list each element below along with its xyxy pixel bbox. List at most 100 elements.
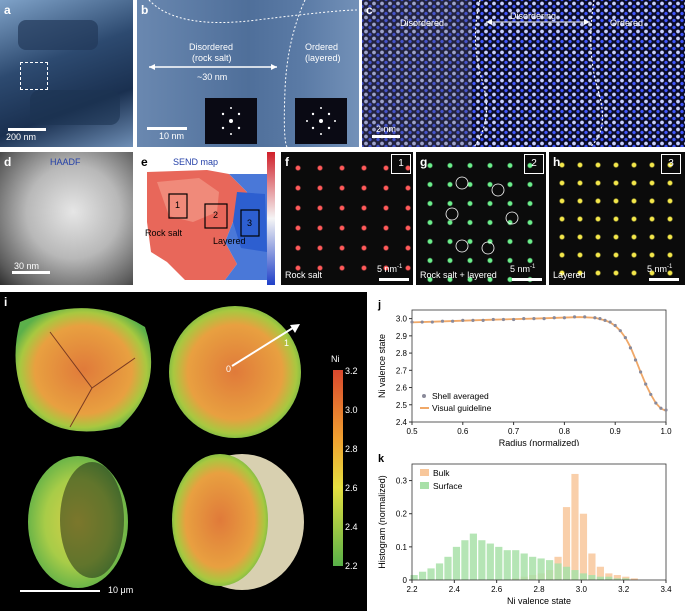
panel-label-a: a <box>4 3 11 17</box>
box-1-label: 1 <box>175 200 181 210</box>
data-point <box>603 318 607 322</box>
data-point <box>659 406 663 410</box>
bar <box>486 543 494 580</box>
data-point <box>623 335 627 340</box>
bar <box>579 513 588 580</box>
series-line-visual-guideline <box>411 316 667 412</box>
data-point <box>613 323 617 328</box>
panel-a-tem-image: a 200 nm <box>0 0 133 147</box>
scale-label-b: 10 nm <box>159 131 185 141</box>
legend-swatch-bulk <box>420 469 429 476</box>
data-point <box>420 320 424 324</box>
data-point <box>608 320 612 324</box>
bar <box>613 578 621 580</box>
haadf-title: HAADF <box>50 157 81 167</box>
bar <box>596 566 604 580</box>
panel-label-j: j <box>377 299 381 311</box>
panel-label-h: h <box>553 155 561 169</box>
panel-label-k: k <box>378 453 385 465</box>
panel-h-diffraction: h 3 Layered 5 nm-1 <box>549 152 685 285</box>
scale-bar <box>649 278 679 281</box>
x-tick-label: 0.8 <box>559 427 571 436</box>
colorbar-tick: 2.4 <box>345 522 358 532</box>
scale-bar <box>8 128 46 131</box>
bar <box>588 575 596 580</box>
panel-label-i: i <box>4 295 8 309</box>
colorbar-tick: 3.0 <box>345 405 358 415</box>
y-tick-label: 2.5 <box>396 401 408 410</box>
x-tick-label: 2.4 <box>449 585 461 594</box>
x-axis-label: Ni valence state <box>507 596 571 606</box>
data-point <box>598 317 602 321</box>
region-box-3: 3 <box>661 154 681 174</box>
x-tick-label: 2.6 <box>491 585 503 594</box>
data-point <box>649 392 653 397</box>
panel-g-diffraction: g 2 Rock salt + layered 5 nm-1 <box>416 152 546 285</box>
x-tick-label: 1.0 <box>660 427 672 436</box>
x-tick-label: 0.6 <box>457 427 469 436</box>
scale-value: 5 nm <box>647 264 668 274</box>
label-layered: Layered <box>553 270 586 280</box>
label-rock-salt: (rock salt) <box>192 53 232 63</box>
x-tick-label: 2.2 <box>406 585 418 594</box>
arrow-start-label: 0 <box>226 364 232 374</box>
box-3-label: 3 <box>247 218 253 228</box>
data-point <box>410 320 414 324</box>
bar <box>461 540 469 580</box>
label-ordered: Ordered <box>305 42 339 52</box>
colorbar-tick: 2.2 <box>345 561 358 571</box>
panel-label-b: b <box>141 3 149 17</box>
legend-swatch-surface <box>420 482 429 489</box>
x-tick-label: 3.0 <box>576 585 588 594</box>
bar <box>478 540 486 580</box>
plot-frame <box>411 309 667 423</box>
label-rock-salt-layered: Rock salt + layered <box>420 270 497 280</box>
data-point <box>532 317 536 321</box>
bar <box>418 571 427 580</box>
bar <box>452 546 461 580</box>
region-box-1: 1 <box>391 154 411 174</box>
legend-label: Shell averaged <box>432 391 489 401</box>
scale-bar <box>372 135 400 138</box>
panel-label-c: c <box>366 3 373 17</box>
bar <box>410 575 418 580</box>
data-point <box>451 319 455 323</box>
y-axis-label: Histogram (normalized) <box>377 475 387 569</box>
panel-b-hrtem-image: b Disordered (rock salt) ~30 nm Ordered … <box>137 0 359 147</box>
y-tick-label: 0.2 <box>396 510 408 519</box>
chart-j: j 0.5 0.6 0.7 0.8 0.9 1.0 2.4 2.5 2.6 2.7 2.8 2.9 3.0… <box>377 299 672 446</box>
data-point <box>461 318 465 322</box>
bar <box>605 576 613 580</box>
y-tick-label: 2.8 <box>396 349 408 358</box>
panel-label-g: g <box>420 155 428 169</box>
data-point <box>583 315 587 319</box>
scale-label-h: 5 nm-1 <box>647 264 672 274</box>
y-tick-label: 2.6 <box>396 384 408 393</box>
data-point <box>593 316 597 320</box>
scale-label-g: 5 nm-1 <box>510 264 535 274</box>
label-disordered: Disordered <box>400 18 445 28</box>
data-point <box>633 358 638 362</box>
bar <box>630 578 638 580</box>
send-map-title: SEND map <box>173 157 219 167</box>
bar <box>444 556 452 580</box>
data-point <box>644 382 648 386</box>
y-tick-label: 0.1 <box>396 543 408 552</box>
panel-f-diffraction: f 1 Rock salt 5 nm-1 <box>281 152 413 285</box>
panel-label-e: e <box>141 155 148 169</box>
chart-k: k 2.2 2.4 2.6 2.8 3.0 3.2 3.4 0 0.1 0.2 0.3 Ni valen… <box>377 453 672 606</box>
bar <box>503 550 511 580</box>
y-tick-label: 2.9 <box>396 332 408 341</box>
x-tick-label: 0.5 <box>406 427 418 436</box>
data-point <box>639 370 643 374</box>
legend-label: Visual guideline <box>432 403 492 413</box>
colorbar-tick: 2.6 <box>345 483 358 493</box>
data-point <box>618 329 622 333</box>
legend-label: Bulk <box>433 468 450 478</box>
data-point <box>572 315 577 319</box>
region-box-2: 2 <box>524 154 544 174</box>
label-disordering: Disordering <box>510 11 557 21</box>
bar <box>427 568 435 580</box>
panel-label-d: d <box>4 155 12 169</box>
scale-bar <box>12 271 50 274</box>
